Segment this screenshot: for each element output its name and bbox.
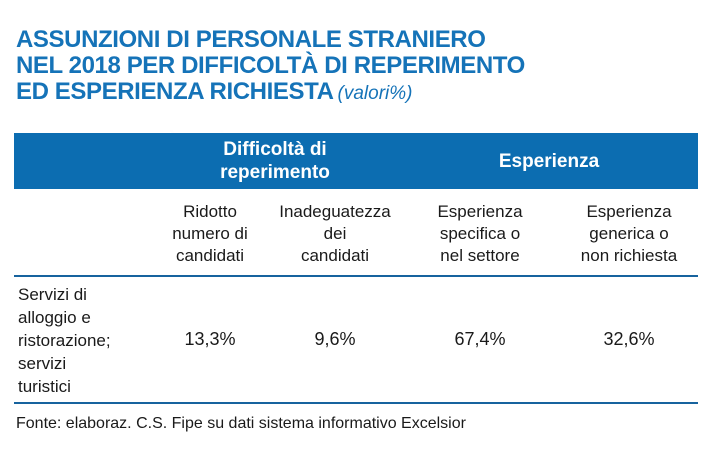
title-line-1: ASSUNZIONI DI PERSONALE STRANIERO (16, 26, 486, 53)
column-header-row: Ridotto numero di candidati Inadeguatezz… (14, 189, 698, 267)
column-header-spacer (14, 201, 150, 267)
table-row: Servizi di alloggio e ristorazione; serv… (14, 277, 698, 402)
data-table: Difficoltà di reperimento Esperienza Rid… (14, 133, 698, 404)
value-ridotto-numero: 13,3% (184, 329, 236, 349)
figure-table-page: ASSUNZIONI DI PERSONALE STRANIERO NEL 20… (0, 27, 712, 456)
table-rule-bottom (14, 402, 698, 404)
title-line-2: NEL 2018 PER DIFFICOLTÀ DI REPERIMENTO (16, 52, 525, 79)
column-header-inadeguatezza-candidati: Inadeguatezza dei candidati (279, 202, 391, 265)
page-title: ASSUNZIONI DI PERSONALE STRANIERO NEL 20… (16, 27, 712, 107)
value-inadeguatezza: 9,6% (314, 329, 356, 349)
value-esperienza-generica: 32,6% (603, 329, 655, 349)
group-header-band: Difficoltà di reperimento Esperienza (14, 133, 698, 189)
table-rule-top (14, 275, 698, 277)
source-note: Fonte: elaboraz. C.S. Fipe su dati siste… (16, 415, 466, 432)
title-line-3: ED ESPERIENZA RICHIESTA (valori%) (16, 79, 712, 107)
group-header-esperienza: Esperienza (498, 150, 600, 172)
group-header-difficolta-reperimento: Difficoltà di reperimento (220, 139, 330, 183)
row-label-servizi-alloggio: Servizi di alloggio e ristorazione; serv… (18, 285, 111, 396)
column-header-esperienza-specifica: Esperienza specifica o nel settore (437, 202, 523, 265)
column-header-esperienza-generica: Esperienza generica o non richiesta (580, 202, 678, 265)
title-unit-note: (valori%) (337, 83, 413, 104)
title-line-3-text: ED ESPERIENZA RICHIESTA (16, 78, 334, 105)
value-esperienza-specifica: 67,4% (454, 329, 506, 349)
column-header-ridotto-numero-candidati: Ridotto numero di candidati (172, 202, 248, 265)
